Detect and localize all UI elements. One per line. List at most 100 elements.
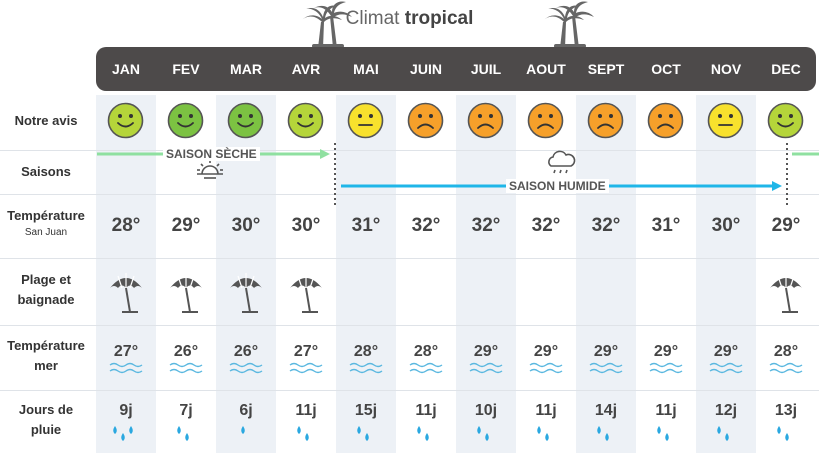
waves-icon — [469, 362, 503, 374]
sea-temperature: 29° — [653, 343, 679, 360]
rain-days: 10j — [474, 402, 498, 419]
air-temperature: 28° — [111, 215, 141, 236]
month-label: FEV — [172, 61, 200, 77]
rating-face-icon — [587, 102, 624, 139]
waves-icon — [649, 362, 683, 374]
sea-temperature: 29° — [533, 343, 559, 360]
rating-face-icon — [407, 102, 444, 139]
month-label: AVR — [291, 61, 321, 77]
waves-icon — [409, 362, 443, 374]
month-header-bar — [96, 47, 816, 91]
row-label-temperature-mer: Température mer — [7, 338, 85, 373]
rain-drops-icon — [417, 426, 429, 441]
rain-days: 11j — [535, 402, 557, 419]
rain-drops-icon — [297, 426, 309, 441]
rain-days: 11j — [295, 402, 317, 419]
month-label: MAR — [230, 61, 262, 77]
rain-days: 12j — [714, 402, 738, 419]
month-label: SEPT — [587, 61, 625, 77]
sea-temperature: 29° — [593, 343, 619, 360]
air-temperature: 31° — [351, 215, 381, 236]
air-temperature: 32° — [411, 215, 441, 236]
month-label: JUIL — [470, 61, 502, 77]
rain-drops-icon — [357, 426, 369, 441]
rain-drops-icon — [777, 426, 789, 441]
sea-temperature: 28° — [773, 343, 799, 360]
rain-days: 11j — [415, 402, 437, 419]
sea-temperature: 26° — [173, 343, 199, 360]
palm-tree-icon — [302, 1, 352, 48]
row-label-jours-pluie: Jours de pluie — [18, 402, 74, 437]
rain-days: 15j — [354, 402, 378, 419]
waves-icon — [529, 362, 563, 374]
row-label-avis: Notre avis — [14, 113, 78, 128]
rating-face-icon — [167, 102, 204, 139]
dry-season-label: SAISON SÈCHE — [163, 147, 260, 161]
rain-drops-icon — [113, 426, 133, 441]
chart-title: Climat tropical — [345, 8, 474, 29]
row-divider — [0, 325, 819, 326]
row-divider — [0, 390, 819, 391]
dry-season-arrowhead — [320, 149, 330, 159]
row-label-saisons: Saisons — [21, 164, 71, 179]
sea-temperature: 29° — [473, 343, 499, 360]
rating-face-icon — [527, 102, 564, 139]
beach-umbrella-icon — [110, 273, 142, 313]
rain-drops-icon — [597, 426, 609, 441]
air-temperature: 32° — [471, 215, 501, 236]
waves-icon — [229, 362, 263, 374]
rating-face-icon — [227, 102, 264, 139]
sea-temperature: 27° — [113, 343, 139, 360]
beach-umbrella-icon — [290, 273, 322, 313]
rain-drops-icon — [177, 426, 189, 441]
air-temperature: 32° — [531, 215, 561, 236]
month-label: AOUT — [526, 61, 566, 77]
row-label-temperature: Température San Juan — [7, 208, 85, 238]
waves-icon — [109, 362, 143, 374]
air-temperature: 29° — [771, 215, 801, 236]
rain-drops-icon — [657, 426, 669, 441]
waves-icon — [769, 362, 803, 374]
row-divider — [0, 150, 819, 151]
rating-face-icon — [107, 102, 144, 139]
rain-days: 7j — [179, 402, 193, 419]
waves-icon — [349, 362, 383, 374]
rain-days: 11j — [655, 402, 677, 419]
month-label: JUIN — [410, 61, 442, 77]
wet-season-label: SAISON HUMIDE — [506, 179, 609, 193]
rain-days: 13j — [774, 402, 798, 419]
rain-drops-icon — [477, 426, 489, 441]
waves-icon — [709, 362, 743, 374]
waves-icon — [169, 362, 203, 374]
month-label: JAN — [111, 61, 140, 77]
rating-face-icon — [287, 102, 324, 139]
beach-umbrella-icon — [170, 273, 202, 313]
sea-temperature: 29° — [713, 343, 739, 360]
sea-temperature: 26° — [233, 343, 259, 360]
rain-drops-icon — [241, 426, 245, 434]
row-label-plage: Plage et baignade — [17, 272, 75, 307]
beach-umbrella-icon — [230, 273, 262, 313]
rain-drops-icon — [717, 426, 729, 441]
rain-drops-icon — [537, 426, 549, 441]
row-divider — [0, 194, 819, 195]
air-temperature: 29° — [171, 215, 201, 236]
rain-days: 6j — [239, 402, 253, 419]
month-label: MAI — [353, 61, 379, 77]
month-label: OCT — [651, 61, 681, 77]
air-temperature: 30° — [291, 215, 321, 236]
rain-days: 9j — [119, 402, 133, 419]
row-divider — [0, 258, 819, 259]
rating-face-icon — [347, 102, 384, 139]
air-temperature: 32° — [591, 215, 621, 236]
month-label: DEC — [771, 61, 801, 77]
air-temperature: 31° — [651, 215, 681, 236]
beach-umbrella-icon — [770, 273, 802, 313]
rating-face-icon — [647, 102, 684, 139]
sea-temperature: 27° — [293, 343, 319, 360]
sea-temperature: 28° — [413, 343, 439, 360]
wet-season-arrowhead — [772, 181, 782, 191]
sea-temperature: 28° — [353, 343, 379, 360]
palm-tree-icon — [544, 1, 594, 48]
